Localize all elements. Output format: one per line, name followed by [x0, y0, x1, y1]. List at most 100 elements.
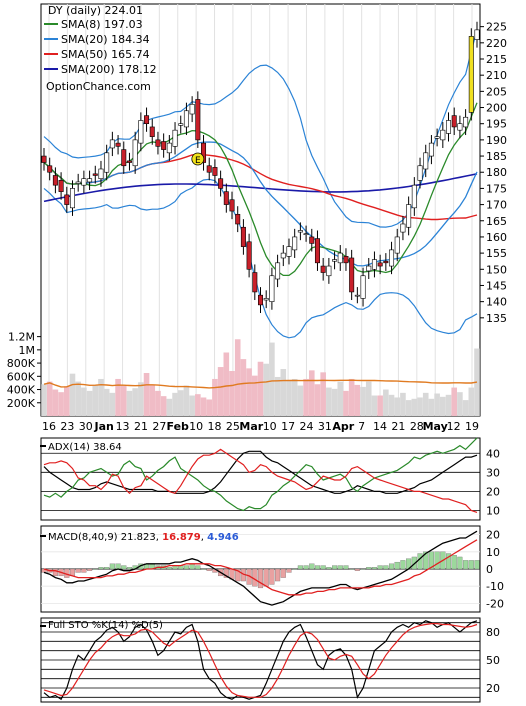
macd-histogram-bar [280, 568, 286, 578]
panel-tick-label: 80 [486, 626, 500, 639]
macd-histogram-bar [343, 565, 349, 570]
macd-histogram-bar [371, 567, 377, 570]
x-tick-label: 28 [410, 420, 424, 433]
volume-bar [280, 369, 287, 416]
x-tick-label: Feb [167, 420, 190, 433]
stochastic-series-line [43, 620, 478, 701]
y-tick-label: 175 [486, 182, 507, 195]
candle-body [144, 115, 150, 125]
panel-tick-label: 30 [486, 466, 500, 479]
y-tick-label: 145 [486, 279, 507, 292]
macd-histogram-bar [92, 568, 98, 570]
candle-body [371, 259, 377, 270]
candle-body [92, 173, 98, 176]
volume-tick-label: 1M [19, 344, 36, 357]
candle-body [383, 260, 389, 264]
volume-bar [200, 397, 207, 416]
macd-histogram-bar [423, 551, 429, 570]
candle-body [223, 191, 229, 205]
candle-body [349, 257, 355, 293]
volume-bar [274, 376, 281, 416]
y-tick-label: 135 [486, 312, 507, 325]
y-tick-label: 205 [486, 85, 507, 98]
macd-histogram-bar [286, 568, 292, 573]
panel-frame [40, 437, 481, 521]
volume-bar [46, 381, 53, 416]
candle-body [149, 126, 155, 137]
candle-body [394, 236, 400, 254]
candle-body [132, 139, 138, 167]
macd-histogram-bar [263, 568, 269, 587]
volume-bar [177, 390, 184, 416]
volume-bar [160, 396, 167, 416]
x-tick-label: 10 [189, 420, 203, 433]
volume-bar [422, 392, 429, 416]
volume-bar [103, 388, 110, 416]
volume-bar [440, 396, 446, 416]
candle-body [468, 36, 474, 113]
candle-body [343, 256, 349, 264]
macd-series-line [43, 530, 478, 606]
x-tick-label: 18 [208, 420, 222, 433]
macd-histogram-bar [126, 567, 133, 570]
x-tick-label: 24 [299, 420, 313, 433]
macd-histogram-bar [189, 563, 195, 570]
macd-histogram-bar [320, 565, 326, 570]
candle-body [457, 123, 463, 131]
candle-body [87, 178, 93, 183]
sma20-line [43, 141, 478, 267]
macd-histogram-bar [400, 560, 406, 570]
y-tick-label: 160 [486, 231, 507, 244]
volume-bar [269, 342, 275, 416]
price-panel: 16 23 30 Jan 13 21 27 Feb 10 18 25 Mar 10 17 24 31 Apr 7 1… [7, 3, 507, 433]
candle-body [314, 238, 320, 264]
candle-body [98, 168, 104, 180]
candle-body [212, 167, 218, 176]
volume-bar [234, 339, 241, 416]
volume-bar [411, 398, 418, 416]
macd-histogram-bar [223, 568, 229, 578]
volume-bar [303, 378, 309, 416]
candle-body [406, 204, 412, 228]
macd-signal-value: 16.879 [162, 532, 201, 543]
volume-bar [143, 373, 150, 416]
macd-histogram-bar [474, 560, 480, 570]
volume-bar [246, 368, 252, 416]
candle-body [58, 180, 64, 192]
volume-bar [314, 384, 321, 416]
x-tick-label: 12 [447, 420, 461, 433]
candle-body [320, 265, 326, 273]
candle-body [240, 226, 246, 247]
candle-body [377, 262, 383, 267]
macd-histogram-bar [388, 563, 395, 570]
candle-body [423, 152, 429, 170]
macd-histogram-bar [445, 553, 452, 570]
x-tick-label: 21 [391, 420, 405, 433]
macd-histogram-bar [314, 565, 321, 570]
candle-body [121, 149, 127, 167]
macd-histogram-bar [275, 568, 281, 582]
macd-histogram-bar [81, 568, 87, 573]
x-tick-label: 21 [134, 420, 148, 433]
volume-bar [206, 399, 213, 416]
adx-series-line [43, 448, 478, 513]
macd-histogram-bar [354, 568, 360, 571]
volume-bar [348, 378, 355, 416]
volume-bar [58, 392, 64, 416]
volume-tick-label: 200K [7, 397, 36, 410]
macd-histogram-bar [457, 556, 463, 570]
x-tick-label: Apr [332, 420, 354, 433]
y-tick-label: 170 [486, 199, 507, 212]
volume-bar [69, 373, 76, 416]
macd-histogram-bar [257, 568, 264, 589]
candle-body [360, 275, 366, 299]
volume-bar [354, 384, 361, 416]
volume-bar [223, 352, 230, 416]
volume-bar [257, 361, 264, 416]
x-tick-label: Jan [93, 420, 113, 433]
candle-body [229, 199, 235, 212]
volume-bar [417, 397, 423, 416]
legend-label: SMA(50) 165.74 [61, 48, 150, 61]
volume-bar [394, 397, 401, 416]
